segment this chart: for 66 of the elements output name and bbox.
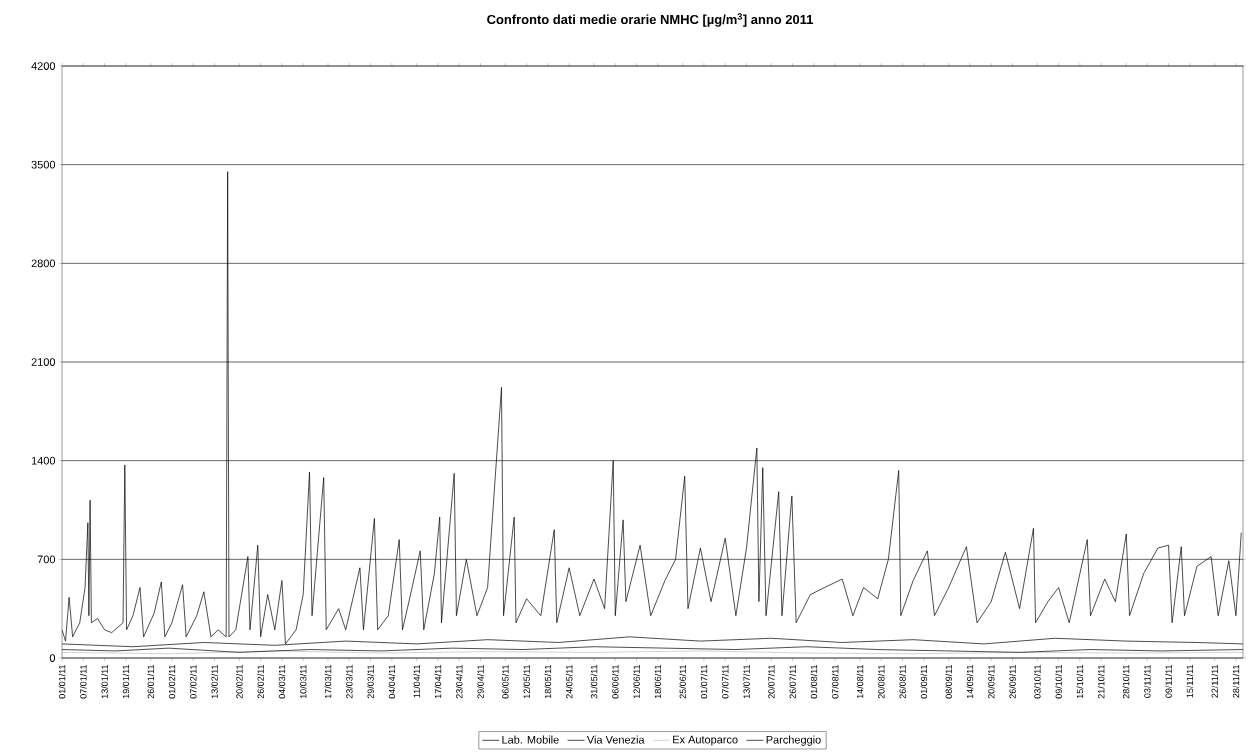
x-tick-label: 17/04/11 [434, 664, 442, 699]
y-tick-label: 1400 [31, 456, 56, 465]
x-tick-label: 24/05/11 [565, 664, 573, 699]
x-tick-label: 20/07/11 [768, 664, 775, 699]
x-tick-label: 03/10/11 [1034, 664, 1041, 699]
x-tick-label: 25/06/11 [679, 664, 686, 699]
x-tick-label: 22/11/11 [1211, 664, 1218, 698]
x-tick-label: 26/01/11 [147, 664, 154, 699]
x-tick-label: 14/08/11 [856, 664, 864, 699]
x-tick-label: 26/02/11 [257, 664, 264, 699]
x-tick-label: 04/03/11 [278, 664, 286, 699]
x-tick-label: 20/09/11 [987, 664, 995, 699]
x-tick-label: 07/07/11 [721, 664, 729, 699]
x-tick-label: 03/11/11 [1143, 664, 1151, 698]
x-tick-label: 08/09/11 [945, 664, 952, 699]
y-tick-label: 2800 [31, 259, 56, 268]
x-tick-label: 23/03/11 [345, 664, 353, 699]
legend-label: Via Venezia [586, 735, 645, 744]
x-tick-label: 28/11/11 [1232, 664, 1240, 698]
x-tick-label: 20/02/11 [236, 664, 243, 699]
legend-label: Lab. Mobile [502, 735, 559, 744]
x-tick-label: 28/10/11 [1122, 664, 1130, 699]
x-tick-label: 23/04/11 [455, 664, 463, 699]
x-tick-label: 15/11/11 [1186, 664, 1194, 698]
x-tick-label: 10/03/11 [299, 664, 307, 699]
x-tick-label: 26/09/11 [1009, 664, 1016, 699]
x-tick-label: 26/08/11 [899, 664, 906, 699]
x-tick-label: 13/07/11 [743, 664, 750, 699]
x-tick-label: 04/04/11 [388, 664, 396, 699]
x-tick-label: 11/04/11 [413, 664, 420, 698]
y-tick-label: 0 [49, 654, 56, 662]
x-tick-label: 18/06/11 [654, 664, 662, 699]
y-tick-label: 4200 [31, 62, 56, 70]
x-tick-label: 12/06/11 [633, 664, 640, 699]
y-tick-label: 3500 [31, 160, 56, 169]
y-tick-label: 2100 [31, 358, 56, 366]
x-tick-label: 12/05/11 [523, 664, 530, 699]
x-tick-label: 09/11/11 [1165, 664, 1172, 698]
x-tick-label: 13/02/11 [211, 664, 218, 699]
x-tick-label: 07/02/11 [189, 664, 197, 699]
x-tick-label: 07/01/11 [79, 664, 87, 699]
x-tick-label: 20/08/11 [877, 664, 885, 699]
x-tick-label: 14/09/11 [966, 664, 974, 699]
x-tick-label: 01/09/11 [920, 664, 928, 699]
x-tick-label: 29/03/11 [367, 664, 374, 699]
x-tick-label: 26/07/11 [789, 664, 796, 699]
x-tick-label: 09/10/11 [1055, 664, 1062, 699]
legend-label: Ex Autoparco [673, 735, 738, 746]
x-tick-label: 18/05/11 [544, 664, 552, 699]
x-tick-label: 21/10/11 [1097, 664, 1105, 699]
legend-label: Parcheggio [766, 735, 821, 746]
x-tick-label: 15/10/11 [1076, 664, 1084, 699]
x-tick-label: 29/04/11 [477, 664, 484, 699]
x-tick-label: 13/01/11 [101, 664, 108, 699]
x-tick-label: 06/05/11 [502, 664, 509, 699]
x-tick-label: 07/08/11 [831, 664, 839, 699]
chart-title: Confronto dati medie orarie NMHC [µg/m$^{3}$] anno 2011 [487, 13, 814, 27]
x-tick-label: 17/03/11 [324, 664, 332, 699]
x-tick-label: 01/08/11 [810, 664, 818, 699]
x-tick-label: 01/01/11 [58, 664, 66, 699]
y-tick-label: 700 [37, 555, 56, 564]
x-tick-label: 31/05/11 [590, 664, 598, 699]
x-tick-label: 19/01/11 [122, 664, 130, 699]
x-tick-label: 01/07/11 [700, 664, 708, 699]
x-tick-label: 01/02/11 [168, 664, 176, 699]
x-tick-label: 06/06/11 [611, 664, 619, 699]
